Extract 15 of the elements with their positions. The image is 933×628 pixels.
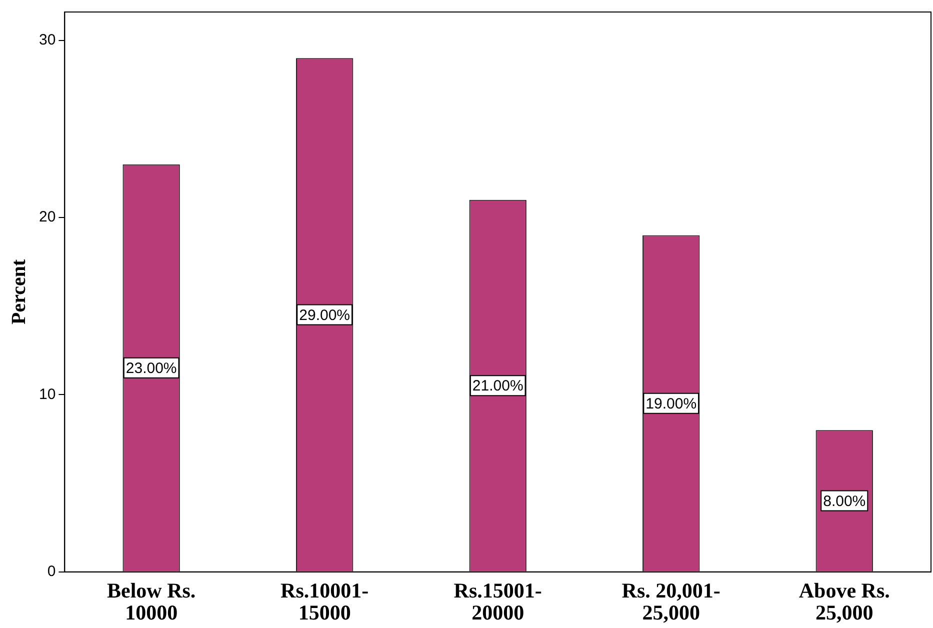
data-label: 29.00% bbox=[299, 306, 350, 324]
x-tick-label: Rs.10001- 15000 bbox=[280, 578, 369, 624]
data-label: 19.00% bbox=[646, 395, 697, 412]
x-tick-label: Rs.15001- 20000 bbox=[454, 578, 542, 624]
y-tick-label: 0 bbox=[47, 563, 56, 580]
y-axis-title: Percent bbox=[8, 259, 30, 325]
x-tick-label: Below Rs. 10000 bbox=[106, 578, 196, 624]
x-tick-label: Above Rs. 25,000 bbox=[798, 578, 890, 624]
data-label: 8.00% bbox=[823, 492, 866, 510]
y-tick-label: 10 bbox=[38, 386, 56, 403]
y-tick-label: 20 bbox=[38, 208, 56, 226]
data-label: 21.00% bbox=[472, 378, 524, 395]
x-tick-label: Rs. 20,001- 25,000 bbox=[622, 578, 720, 624]
data-label: 23.00% bbox=[126, 360, 177, 378]
y-tick-label: 30 bbox=[38, 31, 56, 48]
